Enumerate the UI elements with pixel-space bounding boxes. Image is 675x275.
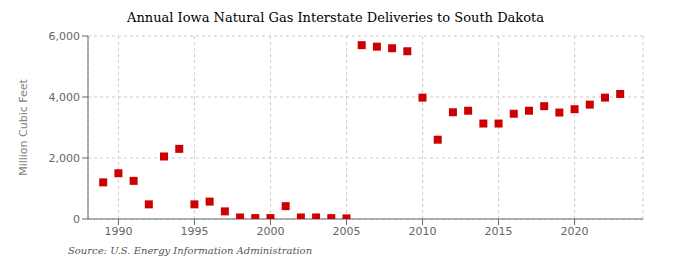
svg-text:2020: 2020 bbox=[561, 225, 589, 238]
svg-text:2,000: 2,000 bbox=[49, 152, 81, 165]
svg-text:2010: 2010 bbox=[409, 225, 437, 238]
svg-text:6,000: 6,000 bbox=[49, 30, 81, 43]
html-text:Annual Iowa Natural Gas Inters: Annual Iowa Natural Gas Interstate Deliv… bbox=[127, 10, 544, 25]
svg-text:2015: 2015 bbox=[485, 225, 513, 238]
svg-text:2005: 2005 bbox=[332, 225, 360, 238]
svg-text:1990: 1990 bbox=[104, 225, 132, 238]
svg-text:2000: 2000 bbox=[256, 225, 284, 238]
svg-text:4,000: 4,000 bbox=[49, 91, 81, 104]
html-text:Source: U.S. Energy Informatio: Source: U.S. Energy Information Administ… bbox=[68, 245, 313, 256]
svg-text:1995: 1995 bbox=[180, 225, 208, 238]
svg-text:Million Cubic Feet: Million Cubic Feet bbox=[17, 78, 30, 175]
svg-text:0: 0 bbox=[73, 213, 80, 226]
